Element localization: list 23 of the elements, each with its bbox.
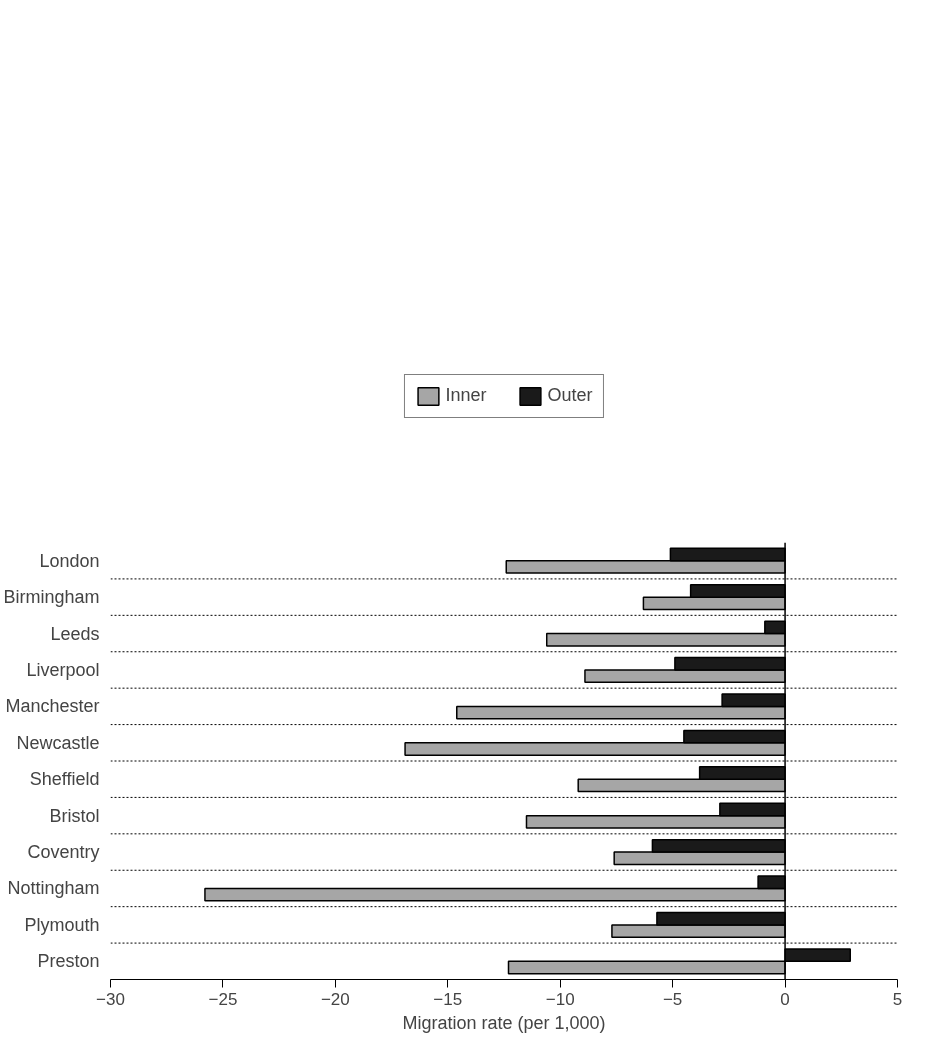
legend-label: Inner xyxy=(445,385,487,406)
y-tick-label: Birmingham xyxy=(3,587,100,608)
x-tick-label: 0 xyxy=(780,989,790,1009)
y-tick-label: Plymouth xyxy=(24,914,100,935)
x-tick-label: −25 xyxy=(208,989,238,1009)
y-tick-label: Bristol xyxy=(49,805,100,826)
x-tick-label: −30 xyxy=(96,989,125,1009)
y-tick-label: Coventry xyxy=(27,842,100,863)
y-tick-label: Leeds xyxy=(50,623,100,644)
y-tick-label: Preston xyxy=(37,951,100,972)
y-tick-label: Manchester xyxy=(5,696,100,717)
x-axis-title: Migration rate (per 1,000) xyxy=(402,1012,606,1033)
x-tick-label: −15 xyxy=(433,989,463,1009)
y-tick-label: Liverpool xyxy=(26,659,100,680)
x-tick-label: −20 xyxy=(320,989,350,1009)
y-tick-label: Sheffield xyxy=(29,769,100,790)
y-tick-label: Nottingham xyxy=(7,878,100,899)
legend-label: Outer xyxy=(547,385,593,406)
y-tick-label: London xyxy=(39,550,100,571)
x-tick-label: −10 xyxy=(545,989,575,1009)
y-tick-label: Newcastle xyxy=(16,732,100,753)
x-tick-label: −5 xyxy=(662,989,683,1009)
x-tick-label: 5 xyxy=(892,989,903,1009)
